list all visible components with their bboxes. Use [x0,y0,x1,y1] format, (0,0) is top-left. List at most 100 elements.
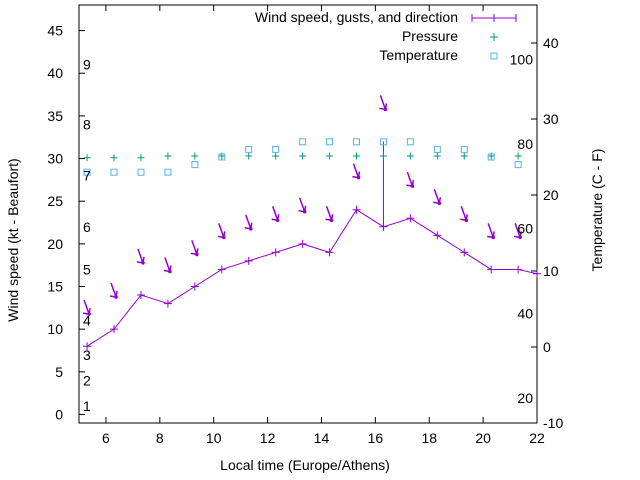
wind-direction-arrow [163,257,172,273]
wind-point [217,265,226,274]
wind-point [352,205,361,214]
wind-arrow-head [356,175,361,180]
temperature-point [460,145,468,153]
wind-point [298,239,307,248]
temperature-point [245,145,253,153]
wind-arrow-head [141,261,145,265]
legend-label-pressure: Pressure [402,28,458,44]
y2-tick-label: 10 [543,263,559,279]
beaufort-label: 3 [83,347,91,363]
pressure-point [460,152,468,160]
temperature-point [272,145,280,153]
x-tick-label: 22 [529,430,545,446]
y-tick-label: 0 [55,406,63,422]
wind-arrow-head [248,226,253,231]
pressure-point [164,152,172,160]
x-tick-label: 12 [260,430,276,446]
y-tick-label: 15 [47,279,63,295]
beaufort-label: 2 [83,372,91,388]
wind-direction-arrow [136,248,145,264]
fahrenheit-label: 40 [517,306,533,322]
plot-frame [78,4,538,424]
axis-layer: 6 8 10 12 14 16 18 20 22051015202530354045-10010… [47,5,563,446]
wind-point [514,265,523,274]
temperature-point [299,138,307,146]
temperature-point [326,138,334,146]
x-tick-label: 10 [206,430,222,446]
wind-point [83,342,92,351]
wind-direction-arrow [109,282,118,298]
wind-point [433,231,442,240]
temperature-point [83,168,91,176]
temperature-point [514,161,522,169]
pressure-point [406,152,414,160]
x-tick-label: 20 [475,430,491,446]
temperature-point [164,168,172,176]
y2-tick-label: 40 [543,35,559,51]
y2-tick-label: -10 [543,415,563,431]
x-tick-label: 18 [421,430,437,446]
pressure-point [299,152,307,160]
plot-border [78,4,538,424]
beaufort-label: 1 [83,398,91,414]
beaufort-label: 9 [83,57,91,73]
wind-point [244,256,253,265]
legend-label-wind: Wind speed, gusts, and direction [255,9,458,25]
wind-arrow-head [518,235,522,240]
y-tick-label: 5 [55,364,63,380]
wind-point [460,248,469,257]
fahrenheit-label: 100 [510,52,534,68]
wind-direction-arrow [352,163,361,179]
wind-point [163,299,172,308]
wind-direction-arrow [298,197,307,213]
y-tick-label: 10 [47,321,63,337]
wind-direction-arrow [460,206,468,222]
wind-direction-arrow [244,214,253,230]
legend: Wind speed, gusts, and direction Pressur… [255,9,517,63]
y-axis-label: Wind speed (kt - Beaufort) [5,158,21,321]
wind-point [136,291,145,300]
y-tick-label: 45 [47,23,63,39]
wind-arrow-head [491,235,496,240]
wind-point [406,214,415,223]
wind-direction-arrow [406,171,415,188]
wind-point [325,248,334,257]
temperature-point [110,168,118,176]
wind-arrow-head [302,209,307,214]
temperature-point [379,138,387,146]
beaufort-label: 5 [83,261,91,277]
legend-marker-temperature [490,52,498,60]
wind-point [110,325,119,334]
temperature-point [487,153,495,161]
pressure-point [352,152,360,160]
wind-direction-arrow [433,188,442,205]
wind-arrow-head [329,218,334,223]
wind-arrow-head [383,107,388,112]
y-tick-label: 40 [47,65,63,81]
y-tick-label: 30 [47,151,63,167]
pressure-point [379,152,387,160]
wind-arrow-head [410,184,415,188]
legend-label-temperature: Temperature [379,47,458,63]
wind-line [86,209,538,347]
wind-arrow-head [437,201,442,206]
beaufort-label: 4 [83,313,91,329]
wind-arrow-head [87,312,91,316]
fahrenheit-label: 80 [517,136,533,152]
x-tick-label: 16 [368,430,384,446]
temperature-point [433,145,441,153]
temperature-point [218,153,226,161]
pressure-point [514,152,522,160]
temperature-point [352,138,360,146]
temperature-point [137,168,145,176]
pressure-point [245,152,253,160]
wind-direction-arrow [325,206,334,222]
wind-direction-arrow [190,240,199,256]
beaufort-label: 8 [83,116,91,132]
y2-tick-label: 20 [543,187,559,203]
fahrenheit-label: 20 [517,390,533,406]
pressure-point [326,152,334,160]
temperature-point [406,138,414,146]
wind-arrow-head [168,269,172,274]
